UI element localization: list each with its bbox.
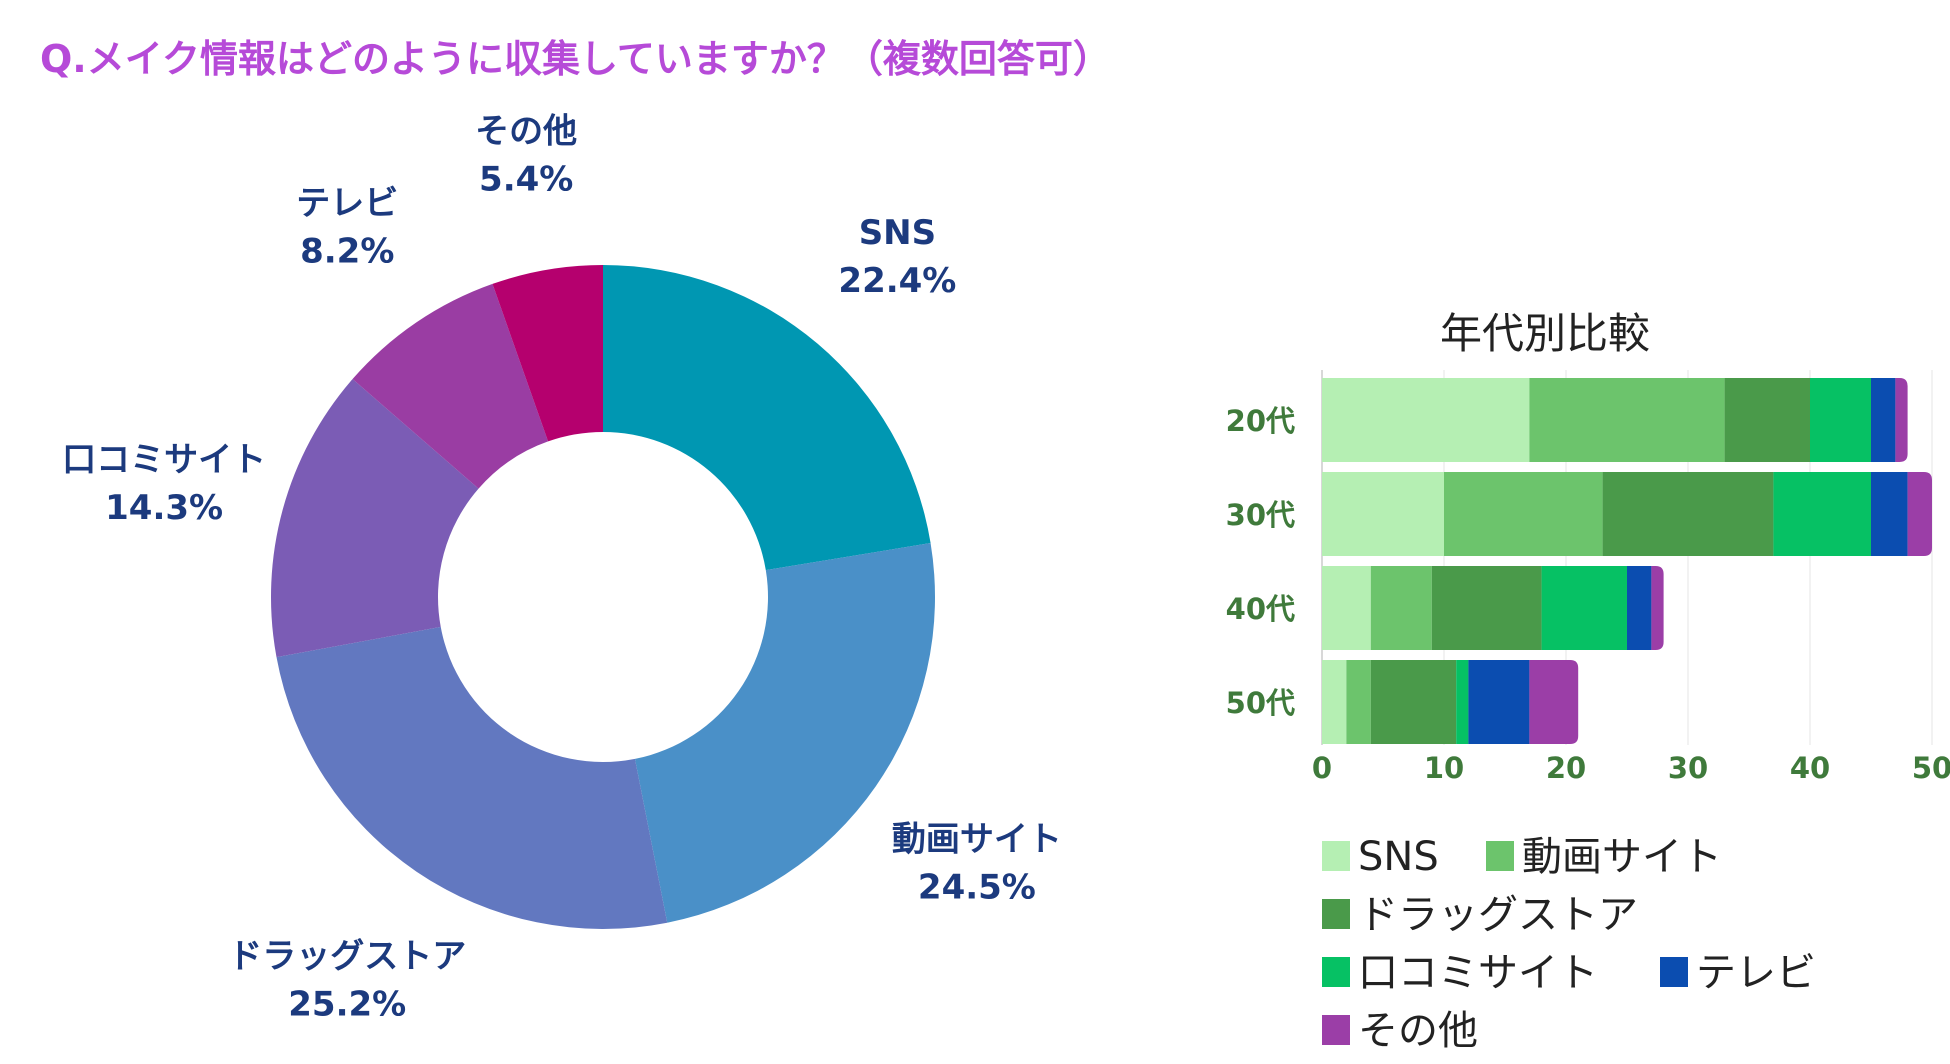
donut-label-6: その他 [475,112,577,152]
donut-slice-5 [352,283,549,489]
x-tick-label: 10 [1424,751,1464,785]
legend-label: 口コミサイト [1358,950,1598,996]
x-tick-label: 30 [1668,751,1708,785]
bar-segment [1370,566,1432,650]
donut-slice-1 [603,265,931,571]
donut-label-4: 口コミサイト [62,440,266,480]
bar-segment [1529,378,1725,462]
donut-value-3: 25.2% [288,984,406,1024]
legend-swatch [1322,899,1350,929]
bar-segment [1541,566,1627,650]
donut-label-1: SNS [859,213,936,253]
donut-slice-3 [276,626,668,929]
bar-segment [1322,472,1444,556]
legend-label: SNS [1358,834,1439,880]
bar-segment [1431,566,1542,650]
y-category-label: 50代 [1226,686,1295,720]
page-title: Q.メイク情報はどのように収集していますか？（複数回答可） [40,37,1111,81]
legend-label: ドラッグストア [1358,892,1638,938]
bar-segment [1810,378,1871,462]
legend-label: テレビ [1696,950,1816,996]
y-category-label: 30代 [1226,498,1295,532]
bar-segment [1370,660,1457,744]
bar-segment [1322,660,1347,744]
bar-segment [1346,660,1371,744]
bar-segment [1627,566,1652,650]
donut-slice-4 [271,379,479,658]
bar-segment [1322,566,1371,650]
donut-slice-2 [634,543,935,923]
donut-slice-6 [492,265,603,442]
bar-segment [1907,472,1932,556]
bar-segment [1895,378,1908,462]
donut-value-1: 22.4% [838,261,956,301]
bar-chart-title: 年代別比較 [1440,309,1650,358]
legend-swatch [1322,957,1350,987]
donut-value-5: 8.2% [300,232,394,272]
legend-label: 動画サイト [1522,834,1722,880]
bar-segment [1651,566,1664,650]
x-tick-label: 0 [1312,751,1332,785]
bar-segment [1468,660,1530,744]
bar-segment [1871,472,1908,556]
donut-value-4: 14.3% [105,488,223,528]
legend-swatch [1660,957,1688,987]
bar-segment [1773,472,1871,556]
legend-swatch [1322,841,1350,871]
bar-segment [1444,472,1603,556]
legend-label: その他 [1358,1008,1478,1054]
bar-segment [1322,378,1530,462]
donut-label-2: 動画サイト [892,819,1062,859]
y-category-label: 40代 [1226,592,1295,626]
bar-segment [1871,378,1896,462]
bar-segment [1602,472,1774,556]
x-tick-label: 20 [1546,751,1586,785]
bar-segment [1456,660,1469,744]
donut-label-3: ドラッグストア [228,936,466,976]
donut-value-2: 24.5% [918,867,1036,907]
donut-value-6: 5.4% [479,160,573,200]
bar-segment [1529,660,1579,744]
y-category-label: 20代 [1226,404,1295,438]
legend-swatch [1486,841,1514,871]
legend-swatch [1322,1015,1350,1045]
donut-label-5: テレビ [296,184,398,224]
bar-segment [1724,378,1810,462]
donut-chart: SNS 22.4% 動画サイト 24.5% ドラッグストア 25.2% 口コミサイト 14.3… [62,112,1062,1025]
x-tick-label: 50 [1912,751,1950,785]
x-tick-label: 40 [1790,751,1830,785]
